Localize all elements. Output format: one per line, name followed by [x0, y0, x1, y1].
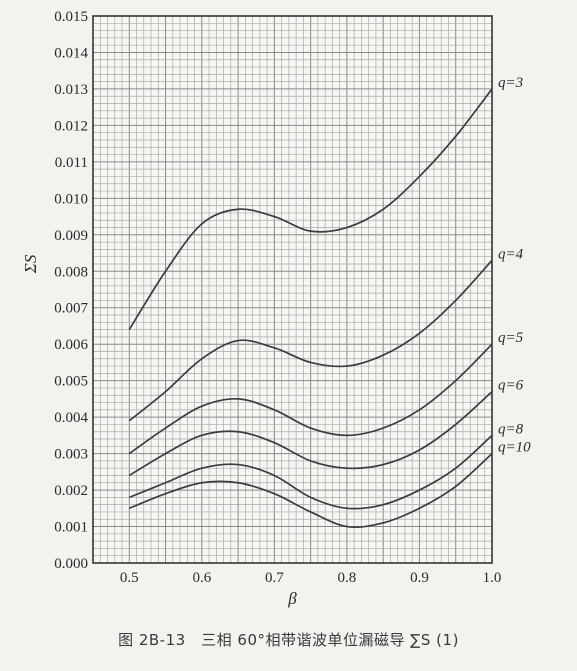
y-tick-label: 0.005 [54, 374, 88, 390]
y-tick-label: 0.000 [54, 556, 88, 572]
axes: 0.000 0.001 0.002 0.003 0.004 0.005 0.006 0.007… [54, 9, 501, 586]
x-tick-label: 0.5 [120, 570, 139, 586]
y-tick-label: 0.011 [55, 155, 88, 171]
y-tick-label: 0.004 [54, 410, 88, 426]
y-tick-label: 0.002 [54, 483, 88, 499]
y-tick-label: 0.003 [54, 447, 88, 463]
series-label: q=10 [498, 440, 531, 456]
series-line-q-6 [128, 390, 493, 477]
series-label: q=4 [498, 246, 524, 262]
y-tick-label: 0.010 [54, 191, 88, 207]
series-label: q=5 [498, 330, 524, 346]
y-tick-label: 0.009 [54, 228, 88, 244]
series-line-q-8 [128, 434, 493, 510]
y-tick-label: 0.014 [54, 45, 88, 61]
y-tick-label: 0.012 [54, 118, 88, 134]
y-axis-label: ΣS [21, 254, 40, 274]
series-line-q-10 [128, 452, 493, 529]
x-axis-label: β [287, 589, 297, 608]
x-tick-label: 1.0 [483, 570, 502, 586]
series-line-q-3 [128, 88, 493, 331]
y-tick-label: 0.006 [54, 337, 88, 353]
grid [92, 15, 493, 564]
series-labels: q=3 q=4 q=5 q=6 q=8 q=10 [498, 75, 531, 456]
series-label: q=8 [498, 421, 524, 437]
y-tick-label: 0.013 [54, 82, 88, 98]
plot-frame [92, 15, 493, 564]
y-tick-label: 0.008 [54, 264, 88, 280]
y-tick-label: 0.007 [54, 301, 88, 317]
x-tick-label: 0.8 [338, 570, 357, 586]
y-tick-label: 0.015 [54, 9, 88, 25]
series-line-q-5 [128, 343, 493, 455]
plot-background [93, 16, 492, 563]
series-label: q=6 [498, 378, 524, 394]
chart-svg: 0.000 0.001 0.002 0.003 0.004 0.005 0.006 0.007… [21, 9, 531, 608]
x-tick-label: 0.9 [410, 570, 429, 586]
x-tick-label: 0.6 [192, 570, 211, 586]
figure-caption: 图 2B-13 三相 60°相带谐波单位漏磁导 ∑S (1) [118, 631, 459, 649]
y-tick-label: 0.001 [54, 520, 88, 536]
series-lines [128, 88, 493, 529]
chart-area: 0.000 0.001 0.002 0.003 0.004 0.005 0.006 0.007… [21, 9, 531, 608]
x-tick-label: 0.7 [265, 570, 284, 586]
series-line-q-4 [128, 259, 493, 422]
series-label: q=3 [498, 75, 523, 91]
